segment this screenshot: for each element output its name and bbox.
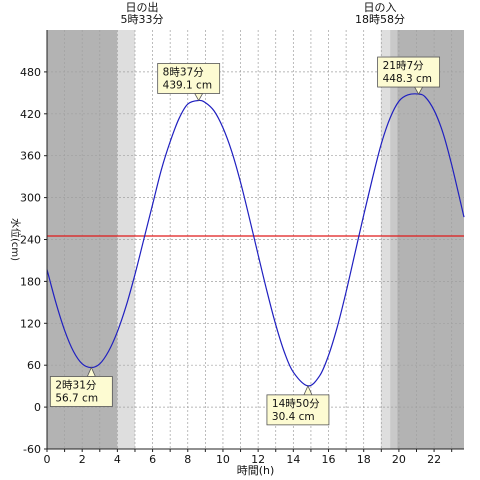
callout-time: 2時31分	[55, 380, 97, 392]
x-tick-label: 20	[392, 453, 406, 466]
y-tick-label: 300	[20, 192, 41, 205]
y-tick-label: 480	[20, 66, 41, 79]
sunrise-header: 日の出 5時33分	[112, 2, 172, 26]
data-point	[170, 141, 171, 142]
data-point	[205, 102, 206, 103]
x-tick-label: 22	[427, 453, 441, 466]
sunset-header: 日の入 18時58分	[345, 2, 415, 26]
x-tick-label: 2	[79, 453, 86, 466]
callout-level: 30.4 cm	[272, 411, 315, 423]
data-point	[451, 164, 452, 165]
y-tick-label: 420	[20, 108, 41, 121]
data-point	[64, 330, 65, 331]
data-point	[363, 214, 364, 215]
y-tick-label: 60	[27, 359, 41, 372]
x-axis-title: 時間(h)	[237, 464, 275, 477]
data-point	[187, 103, 188, 104]
y-tick-label: -60	[23, 443, 41, 456]
callout-level: 439.1 cm	[163, 79, 212, 91]
x-tick-label: 14	[286, 453, 300, 466]
data-point	[214, 110, 215, 111]
callout-box	[157, 63, 221, 94]
x-tick-label: 18	[357, 453, 371, 466]
data-point	[442, 132, 443, 133]
x-tick-label: 0	[44, 453, 51, 466]
data-point	[346, 291, 347, 292]
data-point	[275, 324, 276, 325]
data-point	[55, 302, 56, 303]
data-point	[284, 352, 285, 353]
data-point	[240, 182, 241, 183]
callout-time: 21時7分	[383, 60, 425, 72]
data-point	[222, 127, 223, 128]
data-point	[319, 375, 320, 376]
callout-box	[266, 394, 330, 426]
data-point	[82, 363, 83, 364]
data-point	[152, 204, 153, 205]
data-point	[126, 305, 127, 306]
data-point	[337, 326, 338, 327]
data-point	[390, 117, 391, 118]
data-point	[258, 254, 259, 255]
data-point	[381, 143, 382, 144]
callout-time: 8時37分	[163, 66, 205, 78]
data-point	[178, 118, 179, 119]
data-point	[293, 372, 294, 373]
data-point	[231, 151, 232, 152]
y-axis-title: 水位(cm)	[9, 218, 22, 261]
data-point	[249, 217, 250, 218]
sunrise-time: 5時33分	[120, 13, 164, 26]
x-tick-label: 10	[216, 453, 230, 466]
y-tick-label: 180	[20, 275, 41, 288]
callout-time: 14時50分	[272, 398, 320, 410]
data-point	[425, 96, 426, 97]
data-point	[161, 169, 162, 170]
x-tick-label: 4	[114, 453, 121, 466]
data-point	[398, 101, 399, 102]
sunrise-label: 日の出	[125, 1, 159, 14]
y-tick-label: 120	[20, 317, 41, 330]
data-point	[134, 274, 135, 275]
x-tick-label: 12	[251, 453, 265, 466]
data-point	[266, 291, 267, 292]
twilight-band	[117, 30, 135, 449]
sunset-label: 日の入	[363, 1, 397, 14]
x-tick-label: 8	[184, 453, 191, 466]
callout-box	[49, 376, 113, 407]
data-point	[372, 177, 373, 178]
data-point	[117, 331, 118, 332]
data-point	[354, 253, 355, 254]
y-tick-label: 0	[34, 401, 41, 414]
x-tick-label: 6	[149, 453, 156, 466]
data-point	[407, 94, 408, 95]
data-point	[73, 351, 74, 352]
x-tick-label: 16	[322, 453, 336, 466]
data-point	[99, 363, 100, 364]
twilight-band	[380, 30, 391, 449]
y-tick-label: 360	[20, 150, 41, 163]
data-point	[433, 110, 434, 111]
data-point	[328, 355, 329, 356]
callout-level: 448.3 cm	[383, 73, 432, 85]
callout-level: 56.7 cm	[55, 393, 98, 405]
sunset-time: 18時58分	[355, 13, 405, 26]
twilight-band	[390, 30, 398, 449]
callout-box	[377, 56, 441, 88]
tide-level-line	[46, 93, 465, 387]
data-point	[143, 239, 144, 240]
y-tick-label: 240	[20, 234, 41, 247]
data-point	[463, 217, 464, 218]
data-point	[108, 351, 109, 352]
